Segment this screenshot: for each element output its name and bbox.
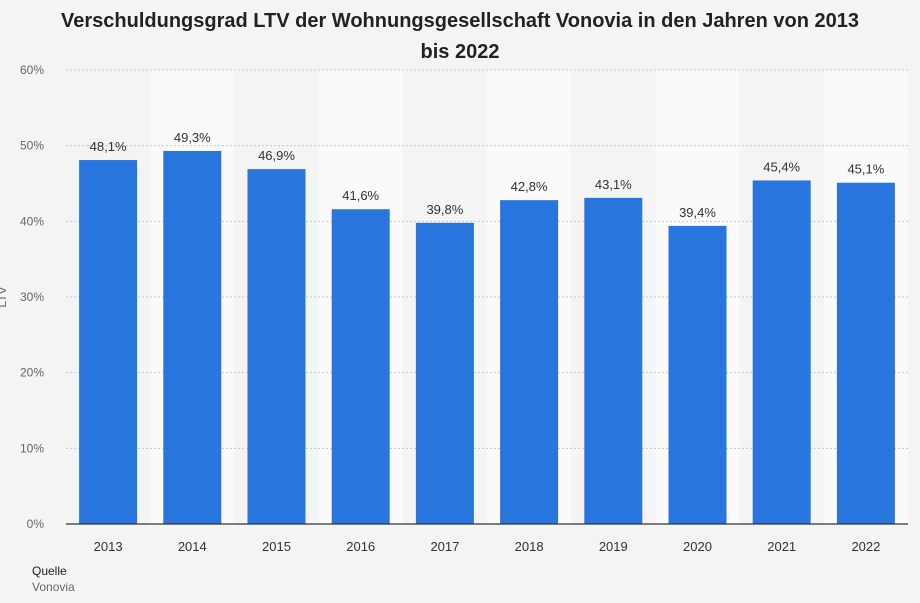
bar-2022 bbox=[836, 182, 895, 524]
value-label-2021: 45,4% bbox=[763, 159, 800, 174]
bar-2013 bbox=[79, 160, 138, 524]
chart-title-line-1: Verschuldungsgrad LTV der Wohnungsgesell… bbox=[61, 10, 859, 32]
y-tick-label: 0% bbox=[27, 517, 45, 531]
value-label-2015: 46,9% bbox=[258, 148, 295, 163]
chart-title-line-2: bis 2022 bbox=[420, 41, 500, 63]
bar-2019 bbox=[584, 197, 643, 525]
bar-2017 bbox=[415, 222, 474, 524]
x-tick-label: 2015 bbox=[262, 539, 291, 554]
x-tick-label: 2019 bbox=[599, 539, 628, 554]
bar-2020 bbox=[668, 225, 727, 524]
value-label-2017: 39,8% bbox=[426, 202, 463, 217]
value-label-2019: 43,1% bbox=[595, 177, 632, 192]
y-tick-label: 40% bbox=[20, 214, 44, 228]
y-tick-label: 20% bbox=[20, 366, 44, 380]
y-tick-label: 10% bbox=[20, 441, 44, 455]
bar-2021 bbox=[752, 180, 811, 524]
bar-2018 bbox=[500, 200, 559, 524]
y-tick-label: 30% bbox=[20, 290, 44, 304]
x-tick-label: 2018 bbox=[515, 539, 544, 554]
value-label-2016: 41,6% bbox=[342, 188, 379, 203]
x-tick-label: 2017 bbox=[430, 539, 459, 554]
x-tick-label: 2020 bbox=[683, 539, 712, 554]
bar-2015 bbox=[247, 169, 306, 524]
value-label-2014: 49,3% bbox=[174, 130, 211, 145]
x-tick-label: 2014 bbox=[178, 539, 207, 554]
x-tick-label: 2021 bbox=[767, 539, 796, 554]
bar-2014 bbox=[163, 150, 222, 525]
source: Quelle Vonovia bbox=[32, 563, 75, 595]
value-label-2020: 39,4% bbox=[679, 205, 716, 220]
source-value: Vonovia bbox=[32, 580, 75, 594]
y-tick-label: 60% bbox=[20, 63, 44, 77]
value-label-2022: 45,1% bbox=[847, 162, 884, 177]
bar-2016 bbox=[331, 209, 390, 524]
source-label: Quelle bbox=[32, 564, 67, 578]
x-tick-label: 2022 bbox=[851, 539, 880, 554]
x-tick-label: 2013 bbox=[94, 539, 123, 554]
value-label-2013: 48,1% bbox=[90, 139, 127, 154]
chart-title: Verschuldungsgrad LTV der Wohnungsgesell… bbox=[0, 6, 920, 68]
value-label-2018: 42,8% bbox=[511, 179, 548, 194]
x-tick-label: 2016 bbox=[346, 539, 375, 554]
y-tick-label: 50% bbox=[20, 139, 44, 153]
y-axis-label: LTV bbox=[0, 286, 9, 307]
